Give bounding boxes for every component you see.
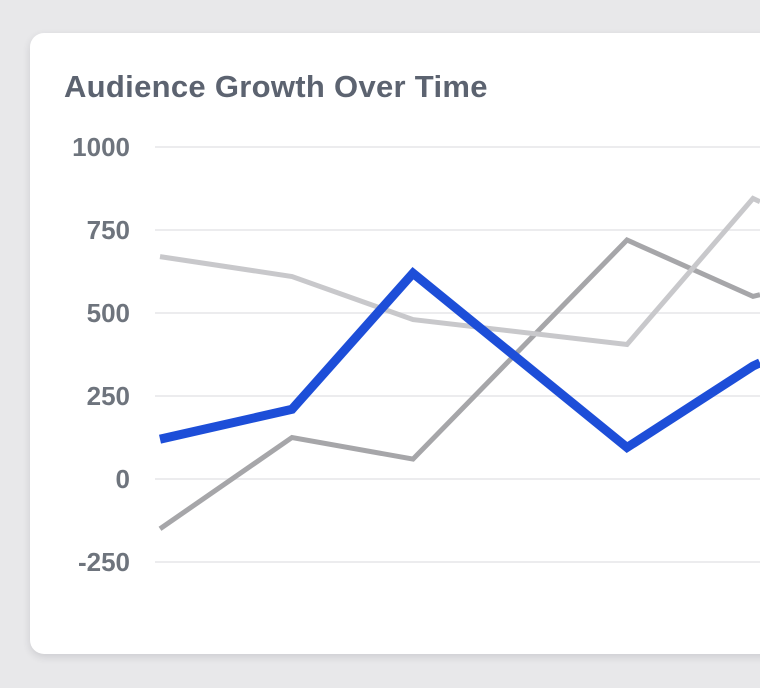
y-tick-label: -250: [78, 547, 130, 577]
series-line-light-gray: [159, 195, 760, 348]
growth-line-chart: 1000 750 500 250 0 -250: [72, 132, 760, 577]
series-lines-group: [158, 195, 760, 531]
chart-card: Audience Growth Over Time 1000 750 500 250 0…: [30, 33, 760, 654]
y-tick-label: 0: [116, 464, 130, 494]
y-tick-label: 750: [87, 215, 130, 245]
y-tick-label: 250: [87, 381, 130, 411]
y-tick-label: 500: [87, 298, 130, 328]
series-line-blue: [159, 266, 760, 454]
y-axis-labels-group: 1000 750 500 250 0 -250: [72, 132, 130, 577]
chart-title: Audience Growth Over Time: [64, 69, 488, 104]
y-tick-label: 1000: [72, 132, 130, 162]
series-line-dark-gray: [158, 237, 760, 531]
gridlines-group: [155, 146, 760, 563]
